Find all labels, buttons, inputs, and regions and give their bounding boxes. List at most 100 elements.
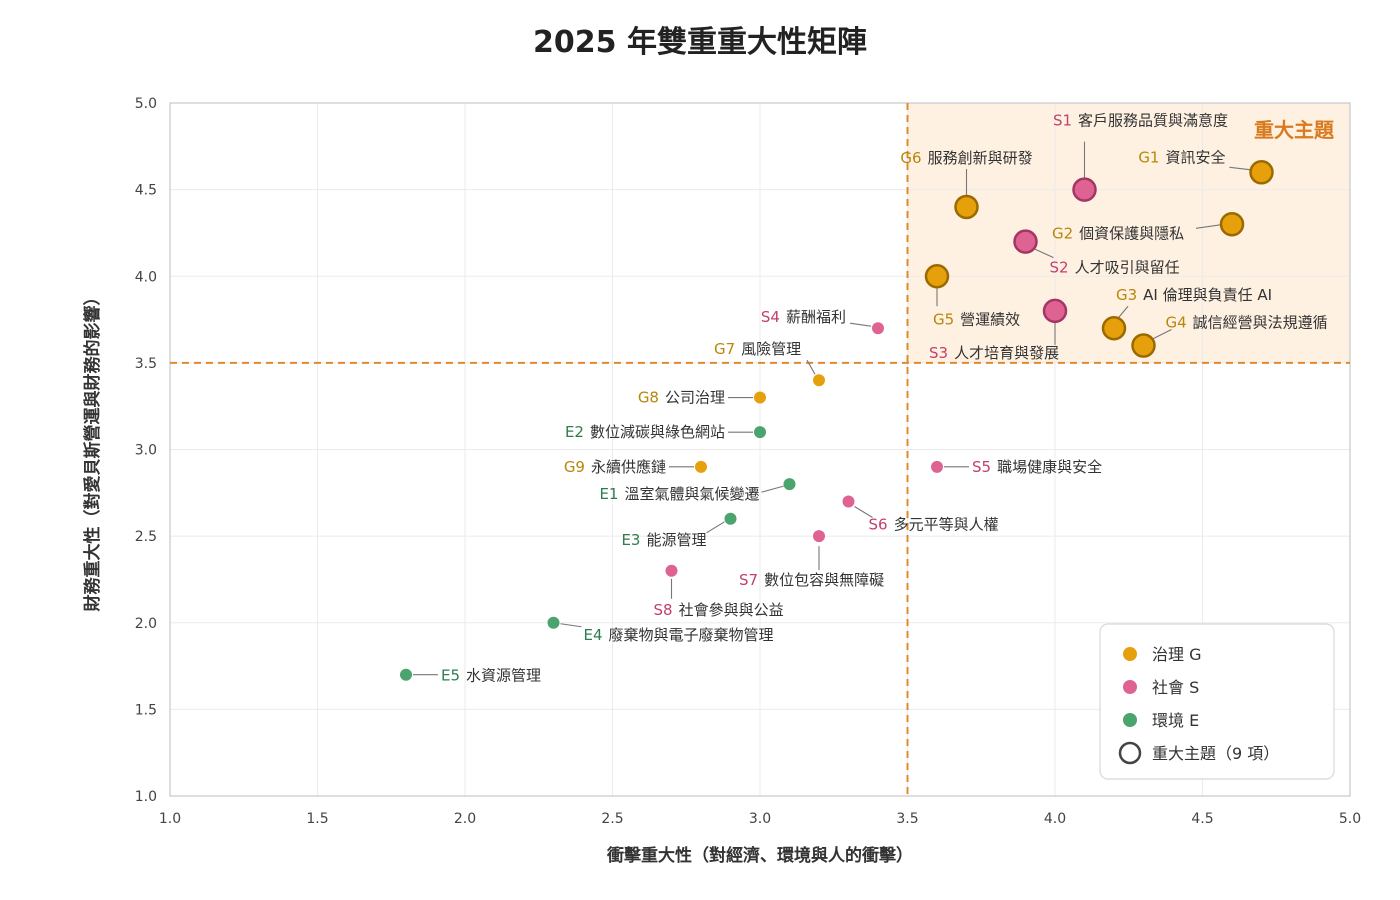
leader-line bbox=[1195, 223, 1225, 229]
x-tick-label: 4.5 bbox=[1191, 811, 1213, 827]
point-name: 數位包容與無障礙 bbox=[764, 571, 884, 589]
data-point-s3: S3 人才培育與發展 bbox=[929, 298, 1068, 362]
point-label: S4 薪酬福利 bbox=[761, 308, 846, 326]
point-marker bbox=[665, 564, 678, 577]
y-axis-label: 財務重大性（對愛貝斯營運與財務的影響） bbox=[82, 289, 103, 613]
point-label: E2 數位減碳與綠色網站 bbox=[565, 423, 725, 441]
point-name: 數位減碳與綠色網站 bbox=[590, 423, 725, 441]
leader-line bbox=[849, 322, 872, 327]
point-name: 廢棄物與電子廢棄物管理 bbox=[609, 626, 774, 644]
point-marker bbox=[872, 322, 884, 335]
point-code: E4 bbox=[584, 626, 603, 644]
x-tick-label: 2.5 bbox=[601, 811, 623, 827]
legend-label-environment: 環境 E bbox=[1152, 711, 1199, 730]
data-point-g5: G5 營運績效 bbox=[924, 264, 1020, 328]
point-marker-major bbox=[1072, 177, 1097, 202]
point-marker bbox=[754, 391, 766, 404]
point-marker bbox=[724, 512, 737, 525]
legend-marker-environment bbox=[1123, 713, 1137, 727]
point-marker bbox=[400, 668, 412, 681]
legend-label-major: 重大主題（9 項） bbox=[1152, 744, 1279, 763]
point-label: S8 社會參與與公益 bbox=[654, 601, 784, 619]
major-quadrant-area bbox=[907, 103, 1350, 363]
point-name: 人才吸引與留任 bbox=[1075, 259, 1180, 277]
point-code: E5 bbox=[441, 667, 460, 685]
point-code: S1 bbox=[1053, 112, 1072, 130]
point-marker-major bbox=[1042, 298, 1068, 324]
point-name: 誠信經營與法規遵循 bbox=[1193, 314, 1328, 332]
chart-title: 2025 年雙重重大性矩陣 bbox=[533, 25, 867, 60]
point-code: S2 bbox=[1050, 259, 1069, 277]
data-point-e3: E3 能源管理 bbox=[621, 512, 737, 549]
point-marker-major bbox=[1219, 212, 1245, 237]
legend-marker-social bbox=[1123, 680, 1137, 694]
x-tick-label: 3.5 bbox=[896, 811, 918, 827]
data-point-s6: S6 多元平等與人權 bbox=[842, 495, 999, 533]
point-name: 能源管理 bbox=[646, 531, 706, 549]
x-tick-label: 1.0 bbox=[159, 811, 181, 827]
x-tick-label: 4.0 bbox=[1044, 811, 1066, 827]
y-tick-label: 1.5 bbox=[135, 702, 157, 718]
point-label: G9 永續供應鏈 bbox=[564, 458, 666, 476]
point-name: 薪酬福利 bbox=[786, 308, 846, 326]
point-label: G2 個資保護與隱私 bbox=[1052, 224, 1184, 242]
point-code: S7 bbox=[739, 571, 758, 589]
leader-line bbox=[706, 521, 725, 534]
point-marker bbox=[547, 616, 560, 629]
point-name: 營運績效 bbox=[960, 310, 1020, 328]
point-label: S7 數位包容與無障礙 bbox=[739, 571, 884, 589]
point-label: G5 營運績效 bbox=[933, 310, 1020, 328]
point-code: G6 bbox=[900, 149, 921, 167]
legend-marker-major bbox=[1118, 741, 1142, 765]
point-marker bbox=[813, 374, 825, 387]
leader-line bbox=[1117, 305, 1129, 319]
point-label: E5 水資源管理 bbox=[441, 667, 541, 685]
point-code: G1 bbox=[1138, 148, 1159, 166]
point-name: 多元平等與人權 bbox=[894, 515, 999, 533]
x-tick-label: 2.0 bbox=[454, 811, 476, 827]
point-label: S6 多元平等與人權 bbox=[869, 515, 999, 533]
point-label: G4 誠信經營與法規遵循 bbox=[1166, 314, 1328, 332]
data-point-g8: G8 公司治理 bbox=[638, 389, 766, 407]
y-tick-label: 4.0 bbox=[135, 269, 157, 285]
point-label: S2 人才吸引與留任 bbox=[1050, 259, 1180, 277]
leader-line bbox=[1031, 247, 1054, 259]
point-code: G2 bbox=[1052, 224, 1073, 242]
point-code: S3 bbox=[929, 344, 948, 362]
point-marker-major bbox=[954, 194, 979, 220]
y-tick-label: 5.0 bbox=[135, 96, 157, 112]
point-label: E1 溫室氣體與氣候變遷 bbox=[599, 485, 759, 503]
data-point-g6: G6 服務創新與研發 bbox=[900, 149, 1033, 220]
point-marker-major bbox=[1013, 229, 1038, 254]
data-point-s7: S7 數位包容與無障礙 bbox=[739, 530, 884, 589]
data-point-e5: E5 水資源管理 bbox=[400, 667, 541, 685]
y-tick-label: 2.5 bbox=[135, 529, 157, 545]
point-code: G8 bbox=[638, 389, 659, 407]
point-marker bbox=[842, 495, 855, 508]
point-code: S6 bbox=[869, 515, 888, 533]
point-code: G3 bbox=[1116, 286, 1137, 304]
point-code: G9 bbox=[564, 458, 585, 476]
legend-marker-governance bbox=[1123, 647, 1137, 661]
point-code: S4 bbox=[761, 308, 780, 326]
y-tick-label: 1.0 bbox=[135, 789, 157, 805]
leader-line bbox=[560, 623, 582, 628]
data-point-g4: G4 誠信經營與法規遵循 bbox=[1131, 314, 1328, 358]
data-point-g9: G9 永續供應鏈 bbox=[564, 458, 707, 476]
point-code: S5 bbox=[972, 458, 991, 476]
major-quadrant-label: 重大主題 bbox=[1254, 118, 1335, 142]
point-label: G7 風險管理 bbox=[714, 340, 801, 358]
point-name: 資訊安全 bbox=[1165, 148, 1225, 166]
point-marker-major bbox=[924, 264, 950, 289]
point-marker bbox=[754, 426, 766, 439]
data-point-s2: S2 人才吸引與留任 bbox=[1013, 229, 1180, 277]
data-point-s4: S4 薪酬福利 bbox=[761, 308, 884, 335]
point-name: 溫室氣體與氣候變遷 bbox=[624, 485, 759, 503]
point-label: S1 客戶服務品質與滿意度 bbox=[1053, 112, 1228, 130]
x-tick-label: 1.5 bbox=[306, 811, 328, 827]
point-name: AI 倫理與負責任 AI bbox=[1143, 286, 1272, 304]
point-marker-major bbox=[1131, 333, 1156, 358]
point-marker-major bbox=[1249, 160, 1274, 185]
data-point-g7: G7 風險管理 bbox=[714, 340, 825, 387]
x-tick-label: 3.0 bbox=[749, 811, 771, 827]
